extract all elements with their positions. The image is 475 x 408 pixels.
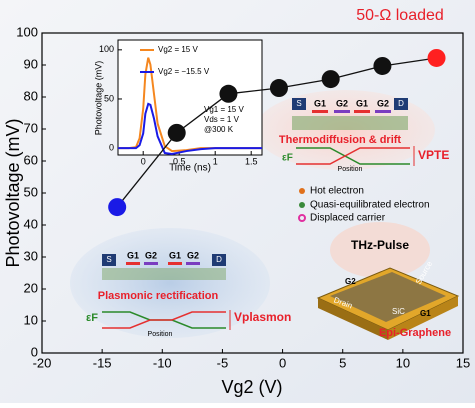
inset-annotation: Vg1 = 15 V [204, 105, 244, 114]
x-tick-label: 5 [339, 355, 346, 370]
y-tick-label: 0 [109, 142, 114, 152]
gate [375, 110, 391, 113]
label: G1 [127, 250, 139, 260]
figure: 50-Ω loaded Vg2 (V) Photovoltage (mV) S … [0, 0, 475, 403]
x-axis-label: Vg2 (V) [221, 377, 282, 397]
legend-label: Vg2 = −15.5 V [158, 67, 210, 76]
y-tick-label: 100 [99, 44, 114, 54]
label: D [216, 255, 222, 264]
marker [428, 49, 446, 67]
label: D [398, 99, 404, 108]
marker [270, 79, 288, 97]
label: VPTE [418, 148, 449, 162]
marker [168, 124, 186, 142]
x-tick-label: -10 [153, 355, 172, 370]
marker [373, 57, 391, 75]
gate [144, 262, 158, 265]
dot [299, 188, 305, 194]
y-tick-label: 50 [24, 184, 38, 199]
x-tick-label: 0 [141, 156, 146, 166]
gate [168, 262, 182, 265]
gate [354, 110, 370, 113]
gate [126, 262, 140, 265]
label: Plasmonic rectification [98, 290, 219, 302]
label: G1 [356, 98, 368, 108]
label: G2 [187, 250, 199, 260]
inset-x-label: Time (ns) [169, 163, 211, 174]
label: εF [86, 312, 98, 324]
label: SiC [392, 307, 405, 316]
y-tick-label: 50 [104, 93, 114, 103]
inset-annotation: @300 K [204, 125, 234, 134]
y-tick-label: 10 [24, 312, 38, 327]
label: G1 [169, 250, 181, 260]
y-tick-label: 70 [24, 120, 38, 135]
label: G2 [345, 277, 356, 286]
y-tick-label: 40 [24, 216, 38, 231]
y-tick-label: 20 [24, 280, 38, 295]
label: Vplasmon [234, 310, 291, 324]
y-tick-label: 90 [24, 56, 38, 71]
y-tick-label: 100 [16, 24, 38, 39]
x-tick-label: 1.5 [245, 156, 258, 166]
label: Position [338, 166, 363, 173]
label: THz-Pulse [351, 238, 409, 252]
label: Position [148, 331, 173, 338]
legend-label: Vg2 = 15 V [158, 45, 198, 54]
label: Thermodiffusion & drift [279, 134, 402, 146]
marker [219, 85, 237, 103]
y-tick-label: 0 [31, 344, 38, 359]
x-tick-label: 1 [213, 156, 218, 166]
marker [108, 198, 126, 216]
dot [299, 202, 305, 208]
gate [186, 262, 200, 265]
label: S [296, 99, 301, 108]
label: Displaced carrier [310, 213, 386, 224]
marker [322, 70, 340, 88]
label: G2 [145, 250, 157, 260]
x-tick-label: -15 [93, 355, 112, 370]
inset-annotation: Vds = 1 V [204, 115, 240, 124]
label: G1 [420, 309, 431, 318]
y-tick-label: 80 [24, 88, 38, 103]
label: G2 [336, 98, 348, 108]
label: εF [282, 153, 293, 164]
x-tick-label: 10 [396, 355, 410, 370]
gate [334, 110, 350, 113]
y-tick-label: 30 [24, 248, 38, 263]
y-axis-label: Photovoltage (mV) [3, 118, 23, 267]
y-tick-label: 60 [24, 152, 38, 167]
channel [102, 268, 226, 280]
gate [312, 110, 328, 113]
inset-y-label: Photovoltage (mV) [93, 61, 103, 136]
x-tick-label: -5 [217, 355, 229, 370]
x-tick-label: 0 [279, 355, 286, 370]
label: G2 [377, 98, 389, 108]
label: S [106, 255, 111, 264]
label: Hot electron [310, 186, 364, 197]
chart-title: 50-Ω loaded [356, 7, 444, 24]
label: Epi-Graphene [379, 327, 451, 339]
channel [292, 116, 408, 130]
label: Quasi-equilibrated electron [310, 200, 430, 211]
x-tick-label: 15 [456, 355, 470, 370]
label: G1 [314, 98, 326, 108]
